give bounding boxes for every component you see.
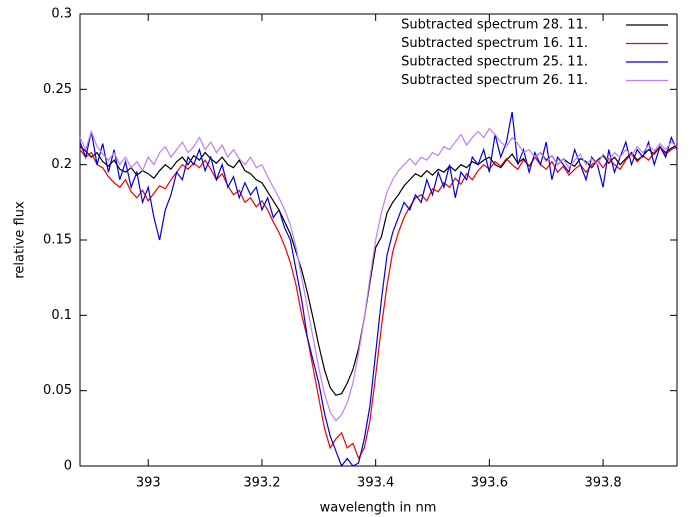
y-tick-label: 0.1 [51, 308, 72, 323]
x-tick-label: 393 [136, 476, 161, 491]
y-axis-label: relative flux [13, 201, 28, 279]
series-line [79, 111, 678, 468]
x-tick-label: 393.8 [584, 476, 621, 491]
legend-label: Subtracted spectrum 25. 11. [401, 55, 588, 70]
y-tick-label: 0 [64, 459, 72, 474]
y-tick-label: 0.05 [43, 383, 72, 398]
legend-label: Subtracted spectrum 16. 11. [401, 36, 588, 51]
legend-label: Subtracted spectrum 26. 11. [401, 73, 588, 88]
y-tick-label: 0.3 [51, 7, 72, 22]
x-tick-label: 393.2 [243, 476, 280, 491]
series-line [79, 127, 678, 422]
x-tick-label: 393.4 [357, 476, 394, 491]
x-axis-label: wavelength in nm [320, 501, 437, 516]
series-line [79, 144, 678, 396]
y-tick-label: 0.25 [43, 82, 72, 97]
series-line [79, 145, 678, 460]
legend-label: Subtracted spectrum 28. 11. [401, 18, 588, 33]
y-tick-label: 0.2 [51, 157, 72, 172]
x-tick-label: 393.6 [471, 476, 508, 491]
y-tick-label: 0.15 [43, 233, 72, 248]
